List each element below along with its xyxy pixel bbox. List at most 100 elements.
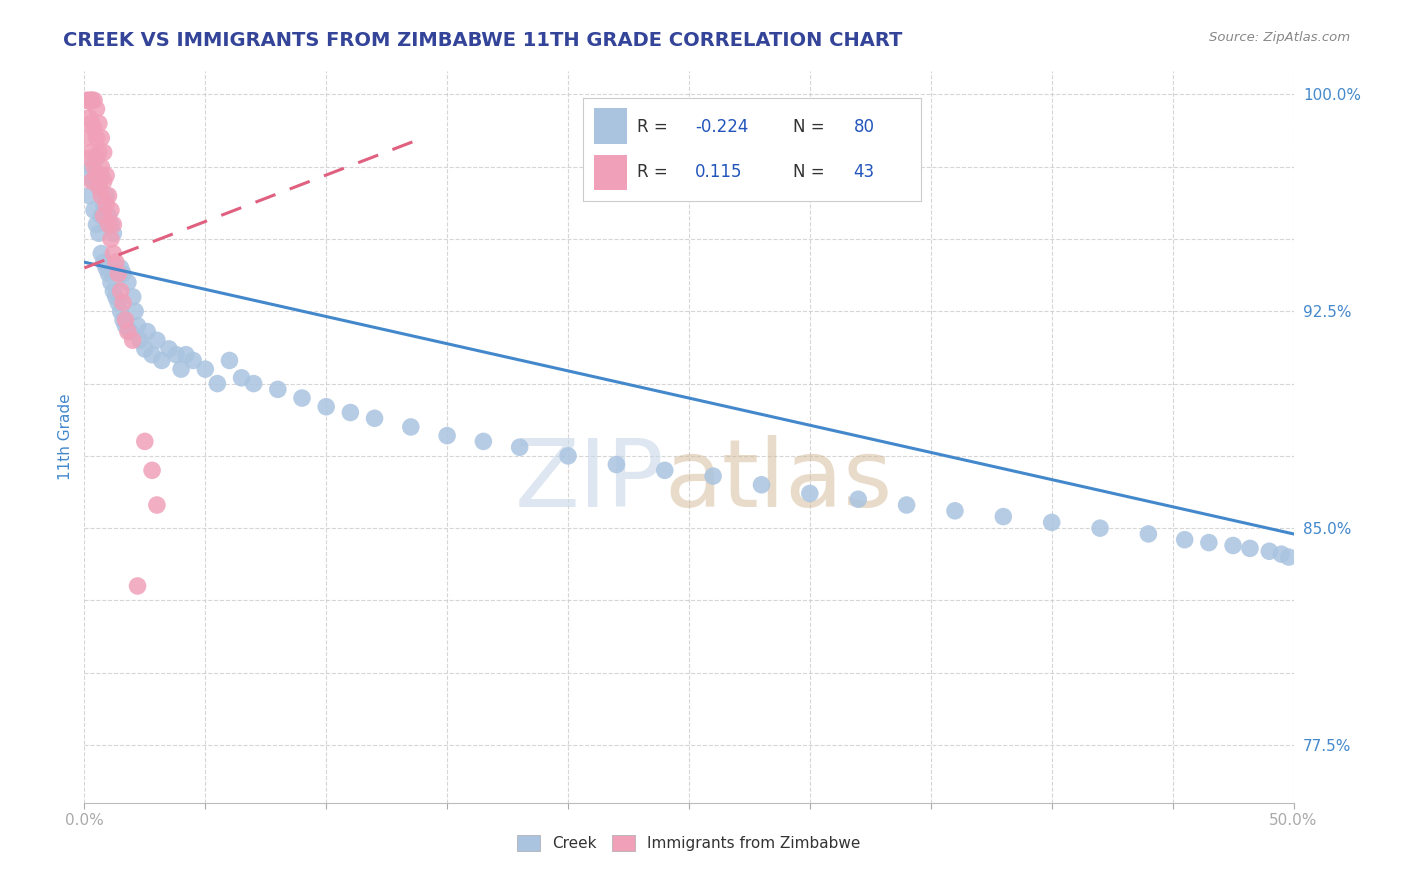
- Point: [194, 362, 217, 376]
- Bar: [593, 154, 627, 190]
- Point: [77, 151, 100, 165]
- Point: [86, 169, 108, 183]
- Point: [80, 160, 103, 174]
- Bar: [593, 108, 627, 145]
- Point: [76, 169, 98, 183]
- Point: [94, 169, 117, 183]
- Point: [136, 325, 159, 339]
- Point: [127, 318, 149, 333]
- Point: [80, 93, 103, 107]
- Point: [141, 348, 163, 362]
- Point: [103, 227, 125, 241]
- Point: [93, 197, 115, 211]
- Point: [93, 255, 115, 269]
- Point: [87, 116, 110, 130]
- Point: [103, 284, 125, 298]
- Point: [127, 579, 149, 593]
- Text: 43: 43: [853, 163, 875, 181]
- Point: [104, 290, 127, 304]
- Point: [339, 405, 361, 419]
- Point: [80, 174, 103, 188]
- Text: -0.224: -0.224: [695, 118, 748, 136]
- Point: [87, 180, 110, 194]
- Point: [90, 246, 112, 260]
- Point: [97, 267, 120, 281]
- Point: [90, 169, 112, 183]
- Point: [181, 353, 204, 368]
- Legend: Creek, Immigrants from Zimbabwe: Creek, Immigrants from Zimbabwe: [512, 830, 866, 857]
- Text: CREEK VS IMMIGRANTS FROM ZIMBABWE 11TH GRADE CORRELATION CHART: CREEK VS IMMIGRANTS FROM ZIMBABWE 11TH G…: [63, 31, 903, 50]
- Point: [90, 160, 112, 174]
- Point: [1239, 541, 1261, 556]
- Point: [97, 209, 120, 223]
- Point: [1198, 535, 1220, 549]
- Point: [86, 102, 108, 116]
- Point: [472, 434, 495, 449]
- Point: [107, 295, 129, 310]
- Text: atlas: atlas: [665, 435, 893, 527]
- Point: [97, 218, 120, 232]
- Text: R =: R =: [637, 118, 668, 136]
- Point: [86, 151, 108, 165]
- Point: [100, 203, 122, 218]
- Point: [83, 203, 105, 218]
- Point: [114, 318, 136, 333]
- Point: [107, 267, 129, 281]
- Point: [150, 353, 173, 368]
- Point: [993, 509, 1015, 524]
- Point: [267, 383, 290, 397]
- Point: [110, 260, 132, 275]
- Point: [654, 463, 676, 477]
- Point: [112, 313, 135, 327]
- Point: [242, 376, 264, 391]
- Point: [104, 255, 127, 269]
- Point: [121, 290, 143, 304]
- Point: [1088, 521, 1111, 535]
- Point: [97, 188, 120, 202]
- Point: [1270, 547, 1292, 561]
- Text: ZIP: ZIP: [515, 435, 665, 527]
- Point: [207, 376, 229, 391]
- Point: [83, 122, 105, 136]
- Point: [605, 458, 627, 472]
- Point: [146, 498, 169, 512]
- Point: [110, 304, 132, 318]
- Point: [100, 276, 122, 290]
- Point: [291, 391, 314, 405]
- Point: [363, 411, 385, 425]
- Point: [77, 93, 100, 107]
- Point: [94, 260, 117, 275]
- Point: [93, 145, 115, 160]
- Point: [1137, 527, 1160, 541]
- Point: [509, 440, 531, 454]
- Point: [1278, 550, 1301, 565]
- Y-axis label: 11th Grade: 11th Grade: [58, 393, 73, 481]
- Point: [218, 353, 240, 368]
- Point: [76, 131, 98, 145]
- Point: [90, 188, 112, 202]
- Point: [170, 362, 193, 376]
- Point: [80, 145, 103, 160]
- Point: [86, 131, 108, 145]
- Point: [896, 498, 918, 512]
- Point: [557, 449, 579, 463]
- Point: [83, 160, 105, 174]
- Text: 80: 80: [853, 118, 875, 136]
- Point: [80, 93, 103, 107]
- Text: N =: N =: [793, 118, 824, 136]
- Point: [114, 313, 136, 327]
- Point: [100, 232, 122, 246]
- Point: [77, 188, 100, 202]
- Point: [87, 227, 110, 241]
- Point: [124, 304, 146, 318]
- Point: [93, 209, 115, 223]
- Point: [112, 295, 135, 310]
- Point: [799, 486, 821, 500]
- Point: [103, 246, 125, 260]
- Point: [93, 174, 115, 188]
- Point: [117, 325, 139, 339]
- Point: [141, 463, 163, 477]
- Point: [1222, 539, 1244, 553]
- Point: [112, 267, 135, 281]
- Point: [83, 174, 105, 188]
